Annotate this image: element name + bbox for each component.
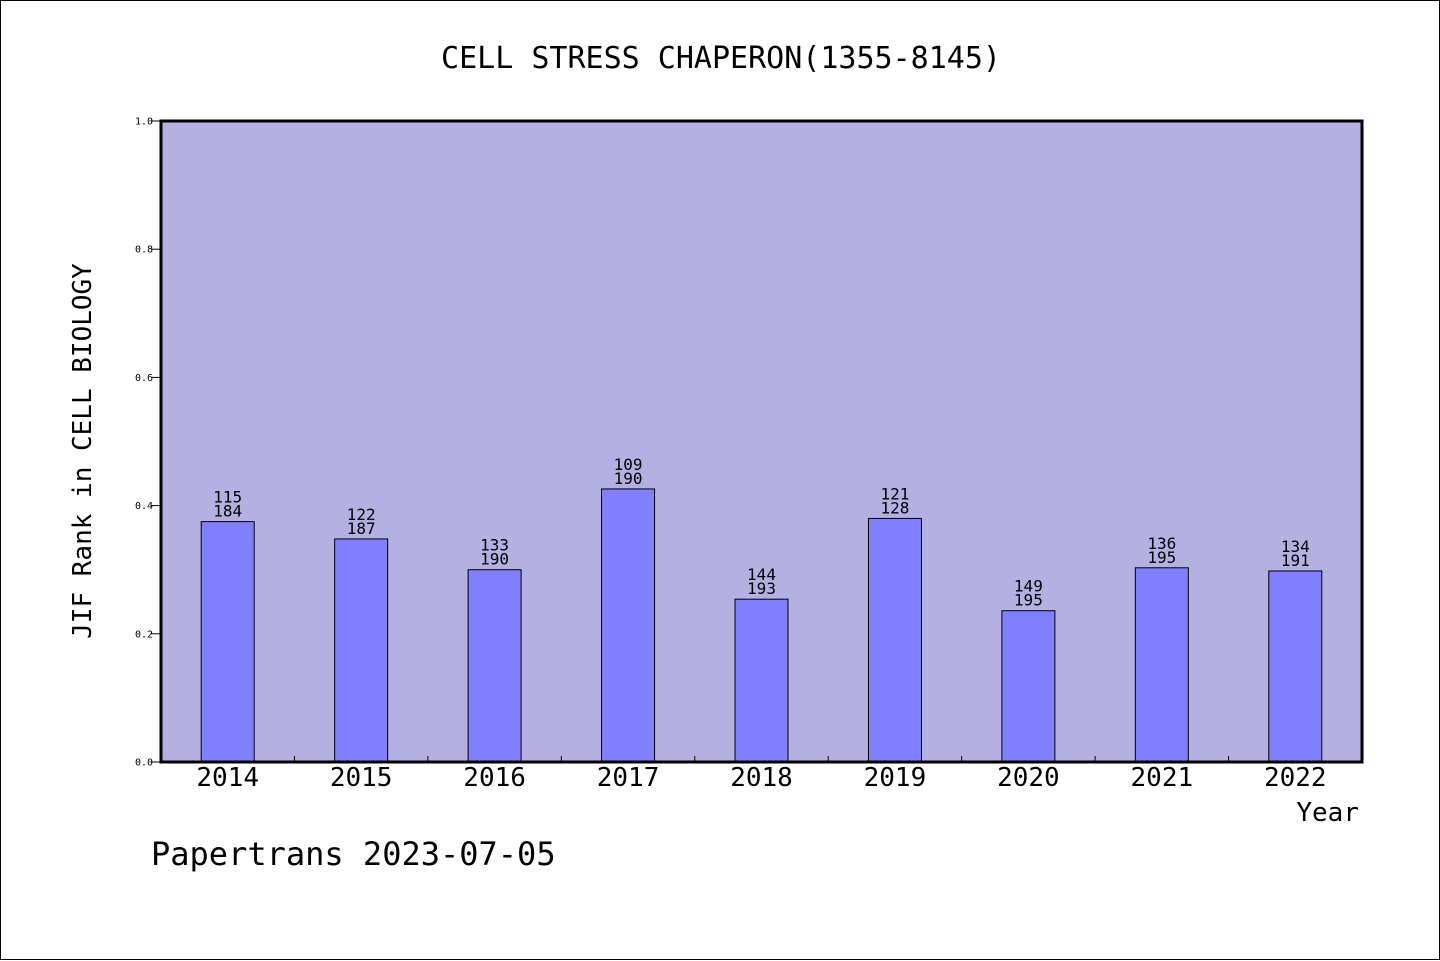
chart-title: CELL STRESS CHAPERON(1355-8145) — [441, 41, 1001, 76]
bar-label-total-2020: 195 — [1014, 591, 1043, 610]
bar-2019 — [867, 517, 922, 763]
bar-label-rank-2021: 136 — [1147, 534, 1176, 553]
y-tick-label-1.0: 1.0 — [135, 117, 153, 128]
bar-label-total-2017: 190 — [614, 469, 643, 488]
footer-watermark: Papertrans 2023-07-05 — [151, 835, 556, 873]
y-tick-label-0.6: 0.6 — [135, 373, 153, 384]
bar-2017 — [601, 488, 656, 763]
bar-label-total-2022: 191 — [1281, 551, 1310, 570]
y-tick-label-0.2: 0.2 — [135, 629, 153, 640]
bar-label-rank-2015: 122 — [347, 505, 376, 524]
bars-group — [200, 488, 1323, 763]
bar-label-rank-2016: 133 — [480, 536, 509, 555]
bar-label-rank-2020: 149 — [1014, 577, 1043, 596]
x-tick-label-2018: 2018 — [730, 763, 793, 793]
x-tick-label-2014: 2014 — [196, 763, 259, 793]
x-tick-label-2021: 2021 — [1131, 763, 1194, 793]
bar-2014 — [200, 521, 255, 763]
x-tick-label-2020: 2020 — [997, 763, 1060, 793]
x-tick-label-2022: 2022 — [1264, 763, 1327, 793]
bar-2018 — [734, 598, 789, 763]
bar-label-rank-2014: 115 — [213, 488, 242, 507]
bar-2022 — [1268, 570, 1323, 763]
plot-border — [159, 119, 1364, 764]
x-tick-label-2015: 2015 — [330, 763, 393, 793]
bar-2020 — [1001, 610, 1056, 763]
y-axis-label: JIF Rank in CELL BIOLOGY — [68, 263, 98, 639]
x-axis: 2014 2015 2016 2017 2018 2019 2020 2021 2022 — [196, 756, 1327, 793]
y-tick-label-0.8: 0.8 — [135, 245, 153, 256]
y-tick-label-0.0: 0.0 — [135, 758, 153, 769]
bar-label-rank-2019: 121 — [880, 484, 909, 503]
bar-2021 — [1134, 567, 1189, 763]
y-tick-label-0.4: 0.4 — [135, 501, 153, 512]
bar-label-rank-2022: 134 — [1281, 537, 1310, 556]
x-tick-label-2017: 2017 — [597, 763, 660, 793]
x-axis-label: Year — [1296, 798, 1359, 828]
bar-label-total-2019: 128 — [880, 498, 909, 517]
bar-label-total-2018: 193 — [747, 579, 776, 598]
x-tick-label-2016: 2016 — [463, 763, 526, 793]
bar-2015 — [334, 538, 389, 763]
bar-label-rank-2018: 144 — [747, 565, 776, 584]
bar-label-total-2016: 190 — [480, 550, 509, 569]
bar-label-total-2014: 184 — [213, 502, 242, 521]
bar-label-total-2021: 195 — [1147, 548, 1176, 567]
bar-2016 — [467, 569, 522, 763]
bar-label-total-2015: 187 — [347, 519, 376, 538]
y-axis: 0.0 0.2 0.4 0.6 0.8 1.0 — [135, 117, 161, 769]
x-tick-label-2019: 2019 — [864, 763, 927, 793]
bar-label-rank-2017: 109 — [614, 455, 643, 474]
